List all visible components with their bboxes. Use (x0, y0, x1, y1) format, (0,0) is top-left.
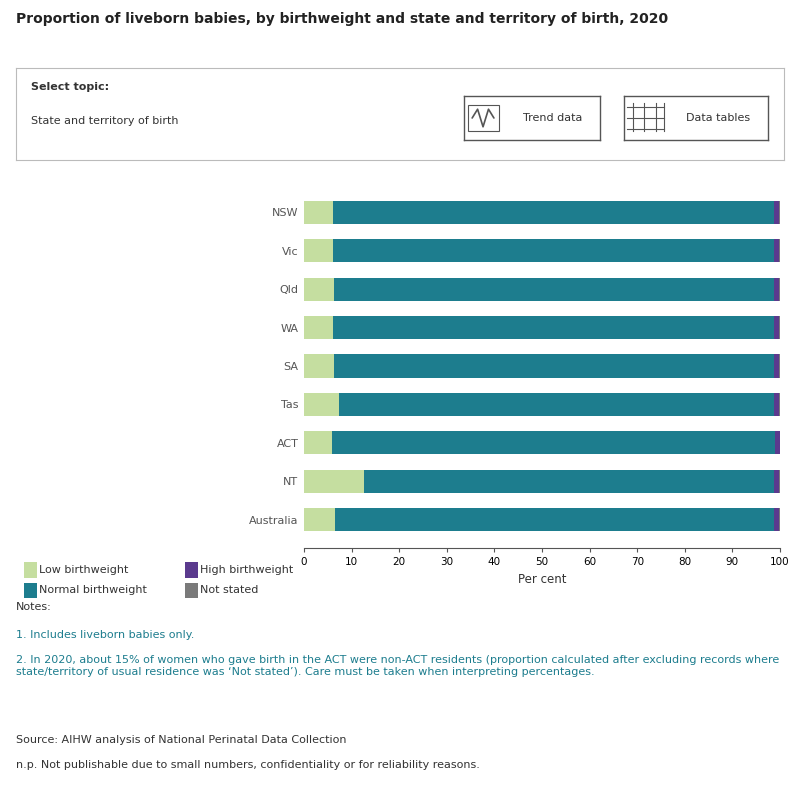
Bar (468, 105, 499, 131)
Text: Data tables: Data tables (686, 113, 750, 123)
Text: 6.5% of babies: 6.5% of babies (46, 307, 202, 326)
Text: State and territory of birth: State and territory of birth (31, 116, 179, 126)
Bar (185, 562, 198, 578)
Bar (335, 508, 774, 531)
Bar (779, 201, 780, 224)
Bar (304, 431, 332, 454)
Bar (334, 278, 774, 301)
Text: Proportion of liveborn babies, by birthweight and state and territory of birth, : Proportion of liveborn babies, by birthw… (16, 12, 668, 26)
Bar (363, 470, 774, 493)
Bar (334, 354, 774, 378)
Bar (774, 278, 779, 301)
Bar (779, 316, 780, 339)
Bar (774, 316, 779, 339)
Text: were low birthweight: were low birthweight (44, 358, 204, 370)
Text: High birthweight: High birthweight (200, 565, 294, 574)
Bar (333, 239, 774, 262)
Text: n.p. Not publishable due to small numbers, confidentiality or for reliability re: n.p. Not publishable due to small number… (16, 760, 480, 770)
Bar (779, 354, 780, 378)
Bar (774, 470, 779, 493)
X-axis label: Per cent: Per cent (518, 573, 566, 586)
Bar (779, 393, 780, 416)
Bar (774, 239, 779, 262)
Bar (304, 354, 334, 378)
Bar (779, 470, 780, 493)
Text: Source: AIHW analysis of National Perinatal Data Collection: Source: AIHW analysis of National Perina… (16, 734, 346, 745)
Bar (304, 239, 333, 262)
Bar (779, 508, 780, 531)
Bar (779, 239, 780, 262)
Bar (304, 470, 363, 493)
Bar (779, 278, 780, 301)
Bar (338, 393, 774, 416)
Text: Select topic:: Select topic: (31, 82, 110, 92)
Bar (774, 508, 779, 531)
Bar (774, 201, 779, 224)
Bar (333, 316, 774, 339)
Bar (774, 393, 779, 416)
Bar (304, 201, 333, 224)
Bar (774, 354, 779, 378)
Bar (24, 562, 37, 578)
Text: Normal birthweight: Normal birthweight (39, 585, 146, 595)
Bar (185, 582, 198, 598)
Bar (304, 316, 333, 339)
Text: (19,115 babies in 2020): (19,115 babies in 2020) (54, 409, 194, 422)
Bar (24, 582, 37, 598)
Text: Low birthweight: Low birthweight (39, 565, 128, 574)
Text: 1. Includes liveborn babies only.: 1. Includes liveborn babies only. (16, 630, 194, 639)
Bar (333, 201, 774, 224)
Text: Notes:: Notes: (16, 602, 52, 612)
Text: Trend data: Trend data (522, 113, 582, 123)
Bar (304, 278, 334, 301)
Bar (774, 431, 779, 454)
Text: 2. In 2020, about 15% of women who gave birth in the ACT were non-ACT residents : 2. In 2020, about 15% of women who gave … (16, 655, 779, 677)
Bar (332, 431, 774, 454)
Text: Not stated: Not stated (200, 585, 258, 595)
Bar (304, 508, 335, 531)
Bar (304, 393, 338, 416)
